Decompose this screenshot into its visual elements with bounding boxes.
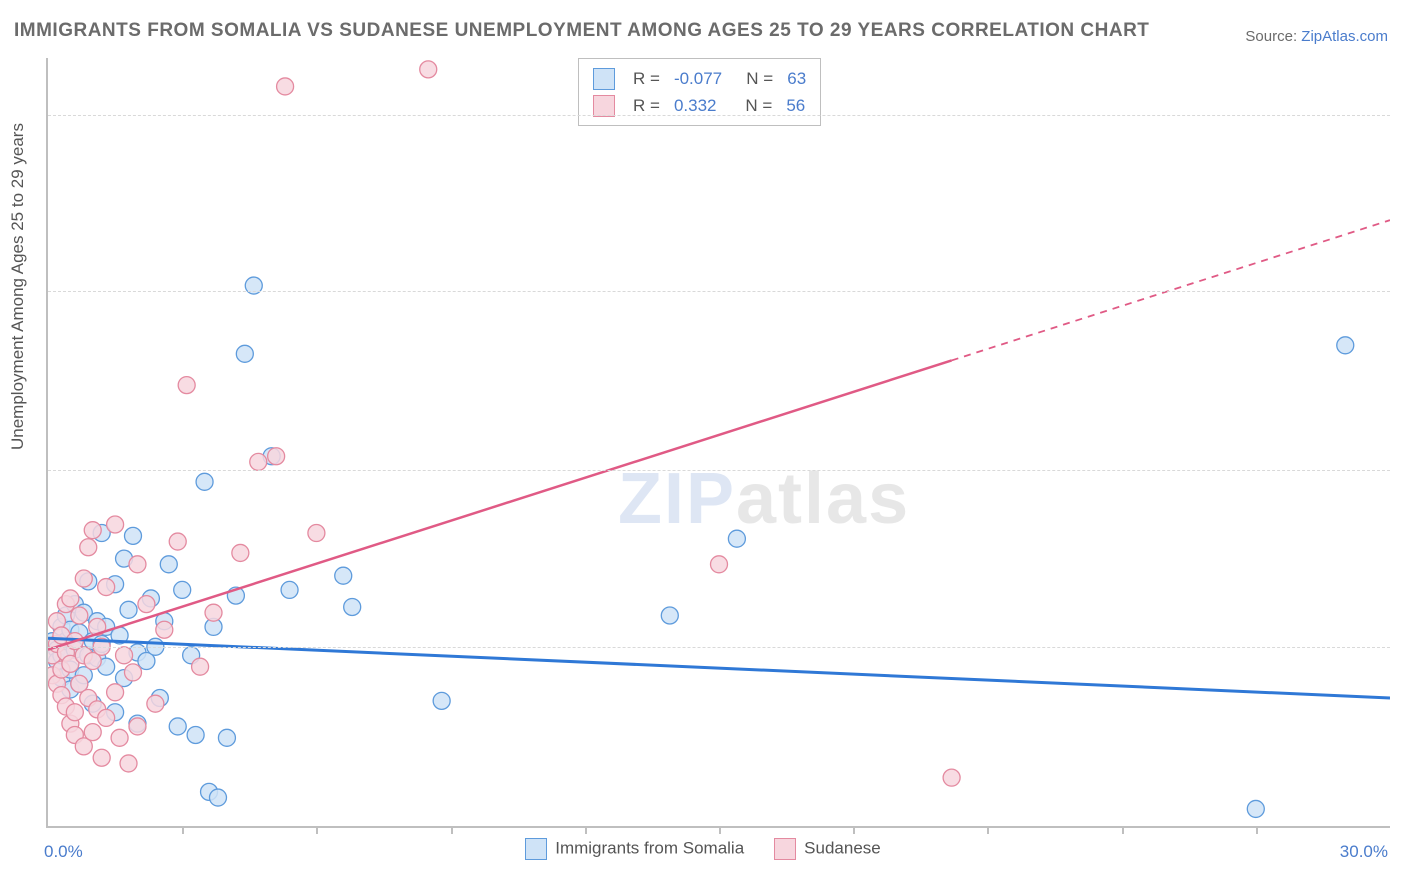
legend-item-series2: Sudanese: [774, 838, 881, 860]
x-tick: [182, 826, 184, 834]
legend-item-series1: Immigrants from Somalia: [525, 838, 744, 860]
source-attribution: Source: ZipAtlas.com: [1245, 28, 1388, 45]
source-prefix: Source:: [1245, 28, 1301, 45]
x-tick: [719, 826, 721, 834]
series2-name: Sudanese: [804, 838, 881, 857]
series-legend: Immigrants from Somalia Sudanese: [0, 838, 1406, 860]
x-tick: [451, 826, 453, 834]
x-tick: [1256, 826, 1258, 834]
gridline: [48, 470, 1390, 471]
y-tick-label: 18.8%: [1398, 281, 1406, 301]
x-tick: [853, 826, 855, 834]
gridline: [48, 291, 1390, 292]
series1-name: Immigrants from Somalia: [555, 838, 744, 857]
chart-container: IMMIGRANTS FROM SOMALIA VS SUDANESE UNEM…: [0, 0, 1406, 892]
source-link[interactable]: ZipAtlas.com: [1301, 28, 1388, 45]
chart-svg: [48, 58, 1390, 826]
gridline: [48, 115, 1390, 116]
chart-title: IMMIGRANTS FROM SOMALIA VS SUDANESE UNEM…: [14, 20, 1149, 42]
y-tick-label: 12.5%: [1398, 460, 1406, 480]
x-tick: [1122, 826, 1124, 834]
gridline: [48, 647, 1390, 648]
x-tick: [585, 826, 587, 834]
y-tick-label: 6.3%: [1398, 637, 1406, 657]
x-tick: [987, 826, 989, 834]
series1-legend-swatch-icon: [525, 838, 547, 860]
plot-area: ZIPatlas R =-0.077 N =63 R =0.332 N =56 …: [46, 58, 1390, 828]
series2-legend-swatch-icon: [774, 838, 796, 860]
y-tick-label: 25.0%: [1398, 105, 1406, 125]
x-tick: [316, 826, 318, 834]
y-axis-label: Unemployment Among Ages 25 to 29 years: [8, 123, 28, 450]
